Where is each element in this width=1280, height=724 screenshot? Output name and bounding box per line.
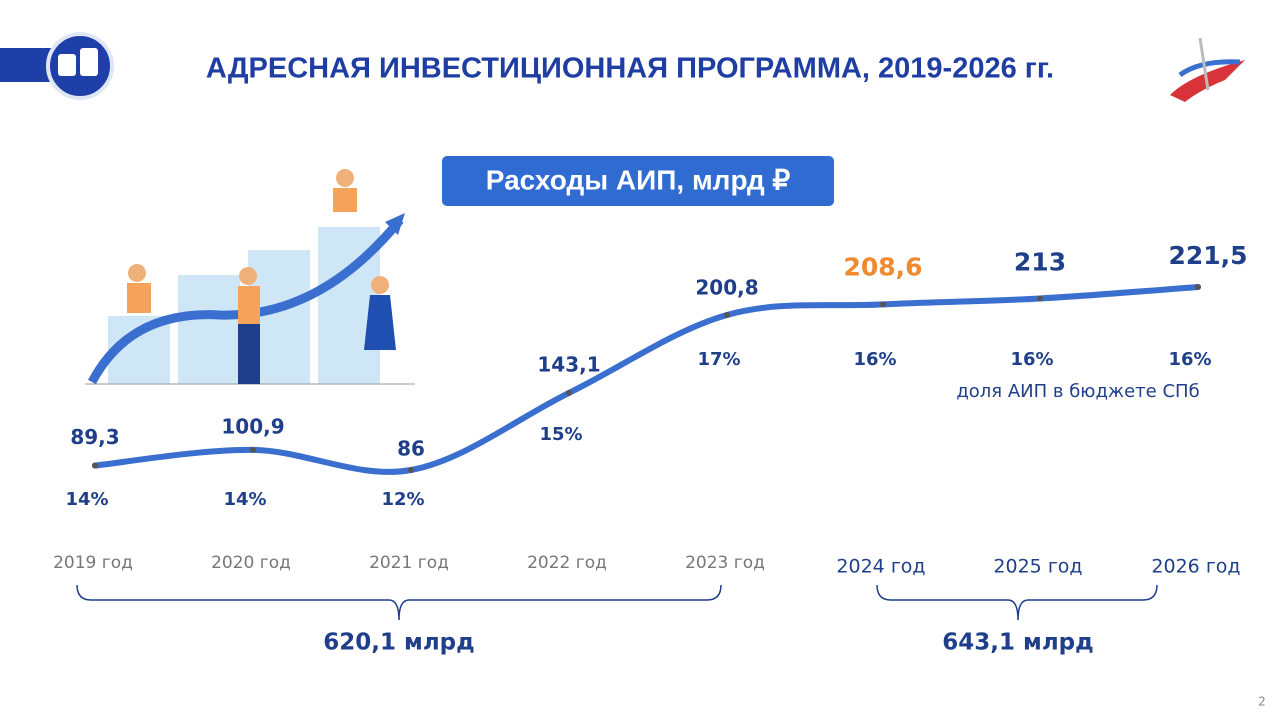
page-number: 2	[1258, 695, 1266, 709]
value-label: 86	[397, 437, 425, 461]
point	[408, 467, 414, 473]
share-label: 17%	[697, 349, 740, 370]
slide-title: АДРЕСНАЯ ИНВЕСТИЦИОННАЯ ПРОГРАММА, 2019-…	[206, 53, 1054, 85]
point	[250, 446, 256, 453]
value-label: 200,8	[695, 275, 758, 299]
x-tick-label: 2026 год	[1151, 556, 1240, 578]
brace	[876, 584, 1158, 621]
x-tick-label: 2024 год	[836, 556, 925, 578]
point	[880, 301, 886, 308]
x-tick-label: 2019 год	[53, 553, 133, 573]
brace	[76, 584, 722, 621]
coins	[58, 48, 98, 76]
value-label: 89,3	[70, 425, 119, 449]
share-caption: доля АИП в бюджете СПб	[956, 381, 1199, 402]
value-label: 100,9	[221, 414, 284, 438]
x-tick-label: 2022 год	[527, 553, 607, 573]
share-label: 12%	[381, 489, 424, 510]
value-label: 143,1	[537, 352, 600, 376]
total-label: 643,1 млрд	[942, 630, 1093, 656]
x-tick-label: 2021 год	[369, 553, 449, 573]
total-label: 620,1 млрд	[323, 630, 474, 656]
point	[92, 462, 98, 469]
x-tick-label: 2023 год	[685, 553, 765, 573]
point	[566, 389, 572, 396]
share-label: 15%	[539, 424, 582, 445]
value-label: 213	[1014, 247, 1066, 276]
x-tick-label: 2025 год	[993, 556, 1082, 578]
point	[724, 311, 730, 318]
x-tick-label: 2020 год	[211, 553, 291, 573]
value-label: 208,6	[843, 252, 922, 281]
share-label: 16%	[1168, 349, 1211, 370]
share-label: 16%	[853, 349, 896, 370]
illustration	[85, 169, 415, 385]
subtitle-box	[442, 156, 834, 206]
point	[1037, 295, 1043, 302]
share-label: 14%	[65, 489, 108, 510]
point	[1195, 284, 1201, 290]
share-label: 16%	[1010, 349, 1053, 370]
chart-title: Расходы АИП, млрд ₽	[486, 164, 791, 195]
line	[92, 284, 1201, 475]
value-label: 221,5	[1168, 241, 1247, 270]
share-label: 14%	[223, 489, 266, 510]
logo	[1170, 37, 1245, 102]
